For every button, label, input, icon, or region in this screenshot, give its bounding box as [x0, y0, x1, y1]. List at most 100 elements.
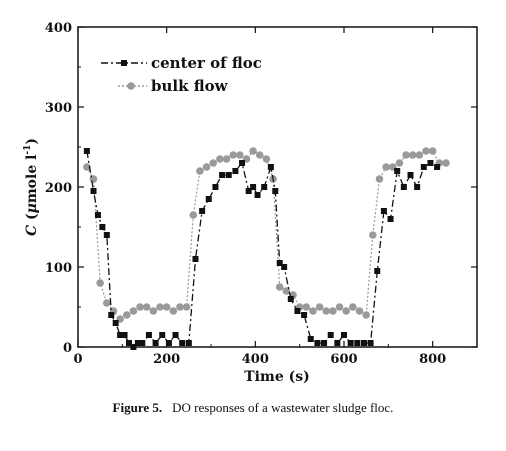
point-center-of-floc [394, 168, 401, 174]
point-bulk-flow [209, 159, 218, 167]
legend-label-bulk-flow: bulk flow [151, 77, 229, 95]
legend-item-center-of-floc: center of floc [101, 54, 262, 72]
point-center-of-floc [254, 192, 261, 198]
point-bulk-flow [229, 151, 237, 159]
point-bulk-flow [142, 303, 151, 311]
point-center-of-floc [165, 340, 172, 346]
y-axis-exponent: -1 [23, 145, 33, 155]
x-tick-label: 0 [73, 352, 82, 367]
point-center-of-floc [103, 232, 110, 238]
figure-caption: Figure 5. DO responses of a wastewater sl… [0, 400, 506, 416]
point-center-of-floc [125, 340, 132, 346]
point-bulk-flow [103, 299, 111, 307]
point-center-of-floc [267, 164, 274, 170]
point-center-of-floc [281, 264, 288, 270]
point-center-of-floc [185, 340, 192, 346]
point-center-of-floc [334, 340, 341, 346]
legend-marker-bulk-flow [127, 82, 135, 90]
point-center-of-floc [250, 184, 257, 190]
point-bulk-flow [322, 307, 331, 315]
point-center-of-floc [225, 172, 232, 178]
point-bulk-flow [395, 159, 404, 167]
point-bulk-flow [309, 307, 317, 315]
x-tick-label: 400 [242, 352, 269, 367]
point-bulk-flow [236, 151, 244, 159]
point-bulk-flow [375, 175, 384, 183]
x-tick-label: 800 [419, 352, 446, 367]
point-center-of-floc [134, 340, 141, 346]
point-center-of-floc [152, 340, 159, 346]
point-center-of-floc [427, 160, 434, 166]
point-bulk-flow [335, 303, 344, 311]
y-axis-close: ) [24, 138, 40, 145]
y-tick-label: 300 [45, 101, 72, 116]
point-center-of-floc [94, 212, 101, 218]
point-bulk-flow [382, 163, 390, 171]
point-bulk-flow [222, 155, 231, 163]
point-center-of-floc [239, 160, 246, 166]
point-center-of-floc [272, 188, 279, 194]
point-center-of-floc [245, 188, 252, 194]
caption-label: Figure 5. [112, 400, 163, 415]
series-layer [83, 147, 450, 350]
point-center-of-floc [321, 340, 328, 346]
point-bulk-flow [415, 151, 424, 159]
point-bulk-flow [408, 151, 417, 159]
point-bulk-flow [96, 279, 104, 287]
point-bulk-flow [189, 211, 198, 219]
y-axis-unit: mole l [24, 155, 40, 204]
y-tick-label: 0 [63, 341, 72, 356]
point-center-of-floc [261, 184, 268, 190]
point-center-of-floc [327, 332, 334, 338]
y-axis-title: C (μmole l-1) [23, 138, 40, 236]
point-center-of-floc [172, 332, 179, 338]
point-bulk-flow [156, 303, 164, 311]
point-bulk-flow [202, 163, 211, 171]
point-bulk-flow [162, 303, 171, 311]
x-axis-title: Time (s) [244, 369, 309, 385]
point-center-of-floc [387, 216, 394, 222]
series-line-bulk-flow [86, 150, 446, 320]
point-center-of-floc [374, 268, 381, 274]
chart: 0 200 400 600 800 0 100 200 300 400 Time (s) C (μ… [23, 21, 478, 385]
point-bulk-flow [249, 147, 257, 155]
x-tick-label: 200 [153, 352, 180, 367]
point-bulk-flow [315, 303, 324, 311]
point-bulk-flow [196, 167, 204, 175]
point-bulk-flow [275, 283, 284, 291]
point-center-of-floc [117, 332, 124, 338]
point-center-of-floc [314, 340, 321, 346]
point-bulk-flow [329, 307, 337, 315]
y-axis-mu: μ [24, 203, 40, 213]
point-center-of-floc [179, 340, 186, 346]
point-bulk-flow [422, 147, 430, 155]
point-bulk-flow [262, 155, 271, 163]
point-bulk-flow [255, 151, 264, 159]
point-bulk-flow [282, 287, 291, 295]
point-center-of-floc [83, 148, 90, 154]
point-center-of-floc [301, 312, 308, 318]
legend-marker-center-of-floc [121, 60, 127, 66]
point-center-of-floc [199, 208, 206, 214]
caption-text: DO responses of a wastewater sludge floc… [172, 400, 394, 415]
point-center-of-floc [121, 332, 128, 338]
legend-item-bulk-flow: bulk flow [118, 77, 229, 95]
point-center-of-floc [108, 312, 115, 318]
point-center-of-floc [347, 340, 354, 346]
point-bulk-flow [169, 307, 178, 315]
point-bulk-flow [302, 303, 311, 311]
point-center-of-floc [99, 224, 106, 230]
point-bulk-flow [122, 311, 131, 319]
point-bulk-flow [362, 311, 370, 319]
point-bulk-flow [369, 231, 377, 239]
point-center-of-floc [192, 256, 199, 262]
point-bulk-flow [182, 303, 191, 311]
point-center-of-floc [90, 188, 97, 194]
y-axis-open: ( [24, 213, 40, 225]
point-bulk-flow [428, 147, 437, 155]
point-center-of-floc [414, 184, 421, 190]
y-tick-label: 200 [45, 181, 72, 196]
point-center-of-floc [219, 172, 226, 178]
point-bulk-flow [129, 307, 138, 315]
